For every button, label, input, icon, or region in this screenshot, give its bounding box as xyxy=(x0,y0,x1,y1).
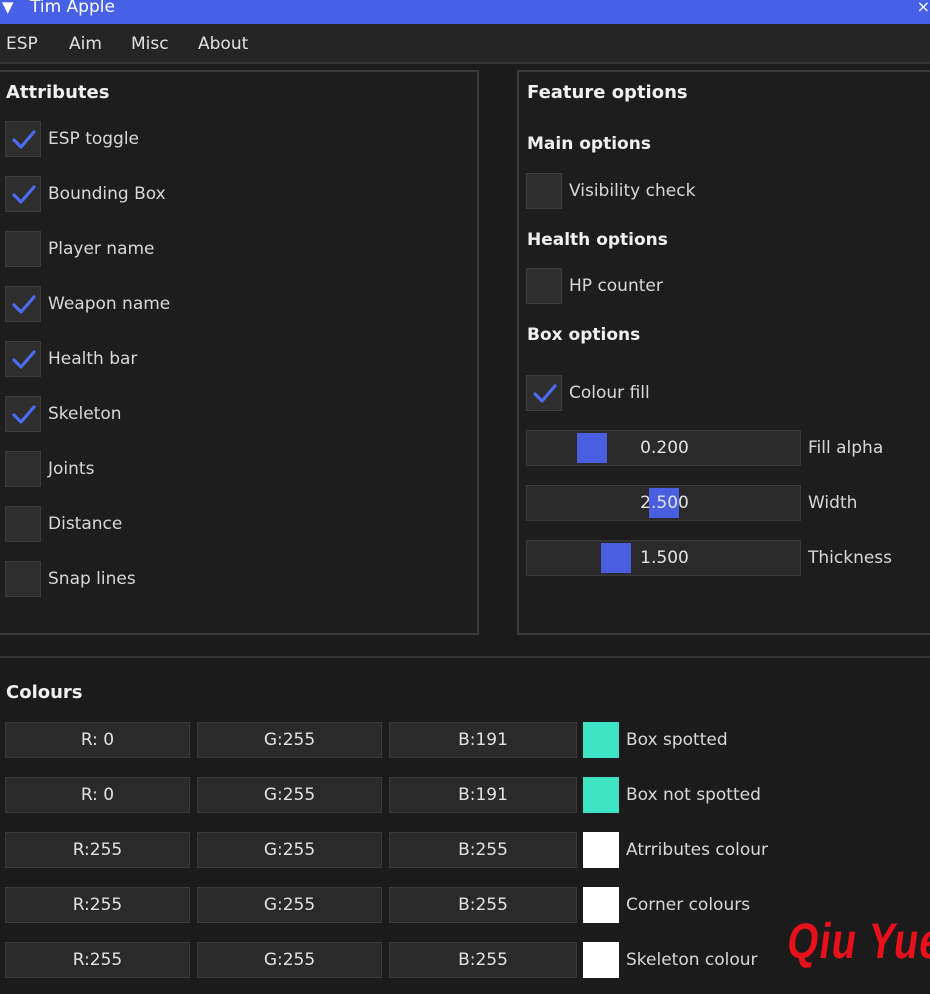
attribute-checkbox[interactable] xyxy=(5,121,41,157)
colour-label: Corner colours xyxy=(626,895,751,915)
close-icon[interactable]: × xyxy=(916,0,930,16)
colour-b-field[interactable]: B:255 xyxy=(389,887,577,923)
colour-g-field[interactable]: G:255 xyxy=(197,832,382,868)
colour-b-field[interactable]: B:255 xyxy=(389,832,577,868)
thickness-slider[interactable]: 1.500 xyxy=(526,540,801,576)
colour-label: Skeleton colour xyxy=(626,950,758,970)
attribute-checkbox[interactable] xyxy=(5,231,41,267)
colour-row: R:255 G:255 B:255 Corner colours xyxy=(0,887,930,925)
slider-grab[interactable] xyxy=(600,543,631,573)
colour-r-field[interactable]: R:255 xyxy=(5,832,190,868)
colour-swatch[interactable] xyxy=(583,887,619,923)
colour-b-field[interactable]: B:255 xyxy=(389,942,577,978)
feature-options-heading: Feature options xyxy=(527,82,688,103)
colour-b-field[interactable]: B:191 xyxy=(389,777,577,813)
colour-row: R: 0 G:255 B:191 Box spotted xyxy=(0,722,930,760)
colour-r-field[interactable]: R: 0 xyxy=(5,777,190,813)
colour-swatch[interactable] xyxy=(583,832,619,868)
fill-alpha-slider[interactable]: 0.200 xyxy=(526,430,801,466)
colour-g-field[interactable]: G:255 xyxy=(197,942,382,978)
attribute-checkbox[interactable] xyxy=(5,506,41,542)
hp-counter-label: HP counter xyxy=(569,276,663,296)
box-options-heading: Box options xyxy=(527,325,641,345)
attribute-checkbox[interactable] xyxy=(5,396,41,432)
attribute-label: Distance xyxy=(48,514,123,534)
attribute-label: Snap lines xyxy=(48,569,136,589)
attribute-label: Joints xyxy=(48,459,95,479)
colour-swatch[interactable] xyxy=(583,777,619,813)
colour-label: Box spotted xyxy=(626,730,728,750)
fill-alpha-label: Fill alpha xyxy=(808,438,884,458)
attribute-label: Health bar xyxy=(48,349,138,369)
attribute-checkbox[interactable] xyxy=(5,176,41,212)
checkmark-icon xyxy=(12,130,36,149)
colour-row: R: 0 G:255 B:191 Box not spotted xyxy=(0,777,930,815)
colour-label: Atrributes colour xyxy=(626,840,768,860)
hp-counter-checkbox[interactable] xyxy=(526,268,562,304)
thickness-value: 1.500 xyxy=(640,548,689,568)
colour-swatch[interactable] xyxy=(583,722,619,758)
colour-g-field[interactable]: G:255 xyxy=(197,887,382,923)
attribute-checkbox[interactable] xyxy=(5,561,41,597)
checkmark-icon xyxy=(12,185,36,204)
width-value: 2.500 xyxy=(640,493,689,513)
colour-row: R:255 G:255 B:255 Skeleton colour xyxy=(0,942,930,980)
colour-fill-checkbox[interactable] xyxy=(526,375,562,411)
colour-g-field[interactable]: G:255 xyxy=(197,777,382,813)
checkmark-icon xyxy=(12,295,36,314)
visibility-check-label: Visibility check xyxy=(569,181,696,201)
health-options-heading: Health options xyxy=(527,230,668,250)
checkmark-icon xyxy=(12,405,36,424)
colour-row: R:255 G:255 B:255 Atrributes colour xyxy=(0,832,930,870)
menu-bar: ESP Aim Misc About xyxy=(0,24,930,64)
attribute-label: Bounding Box xyxy=(48,184,166,204)
watermark: Qiu Yue xyxy=(783,914,930,969)
attributes-panel xyxy=(0,70,479,635)
colour-r-field[interactable]: R: 0 xyxy=(5,722,190,758)
title-bar[interactable]: ▼ Tim Apple × xyxy=(0,0,930,24)
attributes-heading: Attributes xyxy=(6,82,110,103)
attribute-label: ESP toggle xyxy=(48,129,140,149)
main-options-heading: Main options xyxy=(527,134,651,154)
colours-heading: Colours xyxy=(6,682,83,703)
colour-swatch[interactable] xyxy=(583,942,619,978)
colour-fill-label: Colour fill xyxy=(569,383,650,403)
colour-g-field[interactable]: G:255 xyxy=(197,722,382,758)
menu-misc[interactable]: Misc xyxy=(131,34,169,54)
attribute-checkbox[interactable] xyxy=(5,341,41,377)
attribute-label: Player name xyxy=(48,239,155,259)
width-label: Width xyxy=(808,493,858,513)
window-title: Tim Apple xyxy=(30,0,115,17)
attribute-label: Skeleton xyxy=(48,404,122,424)
colour-r-field[interactable]: R:255 xyxy=(5,942,190,978)
checkmark-icon xyxy=(533,384,557,403)
visibility-checkbox[interactable] xyxy=(526,173,562,209)
attribute-checkbox[interactable] xyxy=(5,451,41,487)
fill-alpha-value: 0.200 xyxy=(640,438,689,458)
checkmark-icon xyxy=(12,350,36,369)
menu-about[interactable]: About xyxy=(198,34,249,54)
slider-grab[interactable] xyxy=(576,433,607,463)
menu-esp[interactable]: ESP xyxy=(6,34,38,54)
section-separator xyxy=(0,656,930,658)
menu-aim[interactable]: Aim xyxy=(69,34,102,54)
slider-grab[interactable] xyxy=(648,488,679,518)
attribute-checkbox[interactable] xyxy=(5,286,41,322)
colour-b-field[interactable]: B:191 xyxy=(389,722,577,758)
attribute-label: Weapon name xyxy=(48,294,171,314)
width-slider[interactable]: 2.500 xyxy=(526,485,801,521)
collapse-arrow-icon[interactable]: ▼ xyxy=(2,0,14,16)
colour-r-field[interactable]: R:255 xyxy=(5,887,190,923)
thickness-label: Thickness xyxy=(808,548,893,568)
colour-label: Box not spotted xyxy=(626,785,761,805)
